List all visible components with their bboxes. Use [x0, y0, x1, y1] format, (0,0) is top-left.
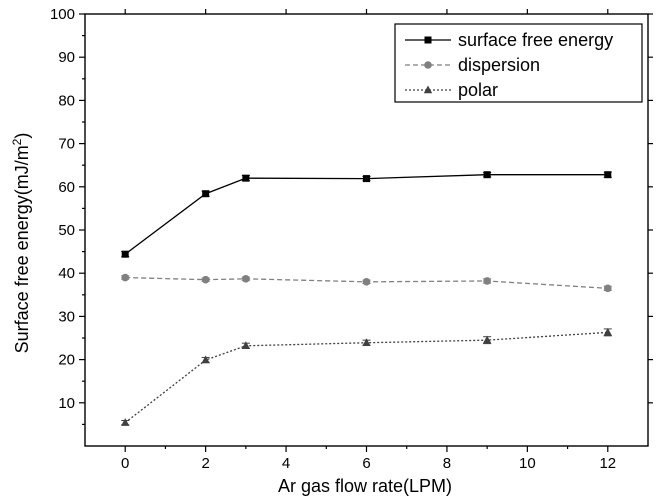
circle-marker: [121, 273, 130, 282]
triangle-marker: [423, 85, 433, 94]
y-axis-label-main: Surface free energy(mJ/m: [12, 145, 32, 353]
series-line: [124, 331, 608, 424]
legend-label: surface free energy: [458, 30, 613, 50]
y-tick-label: 100: [50, 6, 75, 23]
y-tick-label: 70: [58, 136, 75, 153]
circle-marker: [201, 275, 210, 284]
series-layer: [121, 171, 612, 426]
x-tick-label: 2: [201, 455, 209, 472]
square-marker: [202, 190, 210, 198]
series-dispersion: [121, 273, 612, 293]
series-line: [124, 174, 608, 255]
triangle-marker: [362, 338, 371, 346]
legend-label: polar: [458, 80, 498, 100]
y-axis-label-superscript: 2: [10, 138, 24, 145]
y-tick-label: 80: [58, 92, 75, 109]
x-tick-label: 6: [362, 455, 370, 472]
circle-marker: [242, 275, 250, 283]
legend: surface free energy dispersion polar: [394, 23, 643, 103]
triangle-marker: [241, 341, 251, 349]
y-tick-label: 40: [58, 265, 75, 282]
circle-marker: [603, 284, 612, 293]
square-marker: [363, 175, 370, 183]
circle-marker: [424, 61, 432, 69]
series-surface-free-energy: [121, 171, 612, 258]
x-axis-label: Ar gas flow rate(LPM): [278, 476, 452, 496]
tick-group: 0 2 4 6 8 10 12 10 20 30 40 50 60 70 80 90 100: [50, 6, 653, 472]
triangle-marker: [603, 327, 612, 336]
series-polar: [121, 327, 612, 426]
y-tick-label: 50: [58, 222, 75, 239]
series-line: [125, 276, 608, 289]
y-tick-label: 30: [58, 308, 75, 325]
square-marker: [483, 171, 491, 179]
x-tick-label: 0: [121, 455, 129, 472]
square-marker: [604, 171, 612, 179]
legend-box: [394, 23, 643, 103]
legend-label: dispersion: [458, 55, 540, 75]
triangle-marker: [201, 355, 210, 364]
circle-marker: [362, 278, 371, 286]
triangle-marker: [121, 418, 130, 426]
square-marker: [121, 250, 129, 258]
square-marker: [242, 174, 250, 182]
y-axis-label: Surface free energy(mJ/m2): [10, 133, 32, 354]
y-axis-label-close: ): [12, 133, 32, 139]
x-tick-label: 10: [519, 455, 536, 472]
x-tick-label: 12: [599, 455, 616, 472]
triangle-marker: [482, 335, 492, 344]
circle-marker: [483, 277, 491, 285]
y-tick-label: 20: [58, 352, 75, 369]
y-tick-label: 90: [58, 49, 75, 66]
x-tick-label: 4: [282, 455, 290, 472]
y-tick-label: 10: [58, 395, 75, 412]
x-tick-label: 8: [443, 455, 451, 472]
y-tick-label: 60: [58, 179, 75, 196]
square-marker: [424, 36, 432, 44]
